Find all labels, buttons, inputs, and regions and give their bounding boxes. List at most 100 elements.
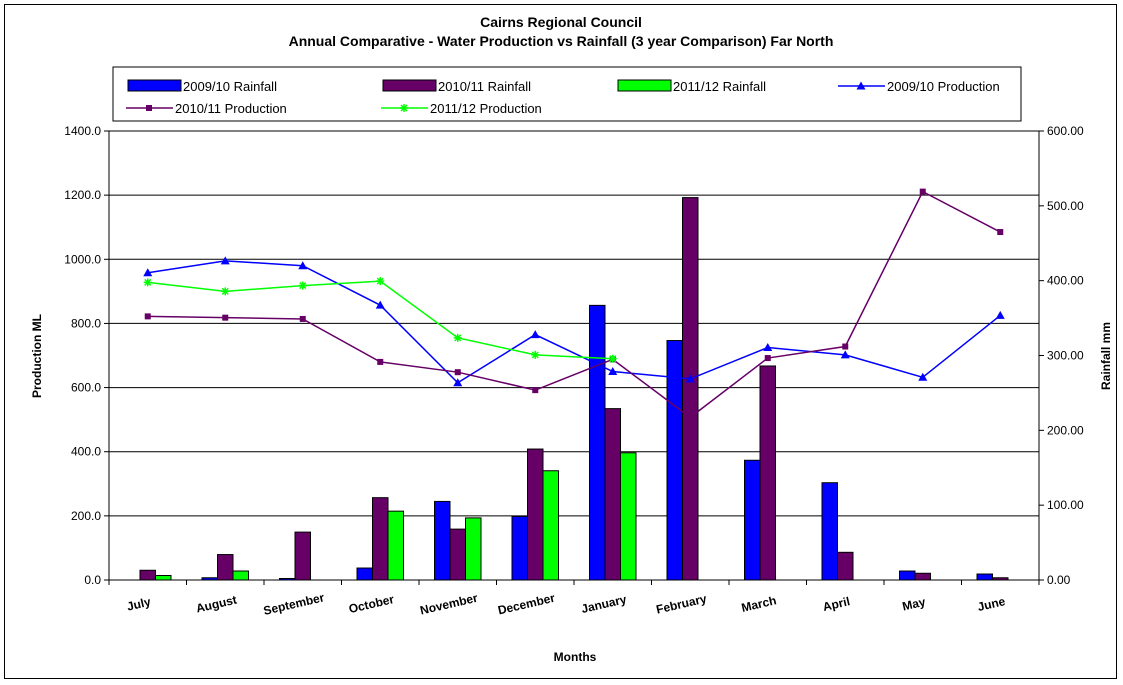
marker-triangle xyxy=(918,372,928,381)
marker-square xyxy=(532,387,539,394)
x-tick-label: December xyxy=(497,591,557,618)
marker-square xyxy=(454,369,461,376)
y-tick-label: 600.0 xyxy=(71,381,101,395)
legend-label: 2010/11 Rainfall xyxy=(438,79,531,94)
legend-label: 2010/11 Production xyxy=(175,101,287,116)
marker-square xyxy=(146,105,152,111)
bar xyxy=(465,517,482,581)
x-tick-label: September xyxy=(262,590,326,618)
y2-tick-label: 500.00 xyxy=(1047,199,1084,213)
marker-triangle xyxy=(453,378,463,387)
marker-triangle xyxy=(685,374,695,383)
marker-square xyxy=(144,313,151,320)
marker-triangle xyxy=(530,330,540,339)
bar xyxy=(604,408,621,581)
x-tick-label: July xyxy=(126,595,153,614)
marker-star xyxy=(400,104,408,112)
y-tick-label: 1400.0 xyxy=(64,124,101,138)
legend-box xyxy=(112,66,1022,122)
marker-square xyxy=(842,343,849,350)
y2-tick-label: 0.00 xyxy=(1047,573,1071,587)
chart-frame: Cairns Regional Council Annual Comparati… xyxy=(4,4,1117,679)
chart-subtitle: Annual Comparative - Water Production vs… xyxy=(289,33,834,49)
marker-triangle xyxy=(763,342,773,351)
marker-star xyxy=(298,281,307,290)
marker-triangle xyxy=(143,268,153,277)
bar xyxy=(589,304,606,581)
marker-star xyxy=(608,354,617,363)
marker-triangle xyxy=(840,350,850,359)
bar xyxy=(744,459,761,581)
x-tick-label: February xyxy=(655,591,709,616)
plot-area xyxy=(108,130,1040,581)
y2-tick-label: 600.00 xyxy=(1047,124,1084,138)
series-line xyxy=(147,190,1001,419)
bar xyxy=(620,452,637,581)
marker-triangle xyxy=(298,261,308,270)
bar xyxy=(279,578,296,581)
bar xyxy=(511,515,528,581)
marker-triangle xyxy=(220,256,230,265)
y-tick-label: 400.0 xyxy=(71,445,101,459)
y2-tick-label: 200.00 xyxy=(1047,423,1084,437)
bar xyxy=(542,470,559,581)
bar xyxy=(899,570,916,581)
marker-triangle xyxy=(856,81,866,90)
y-tick-label: 800.0 xyxy=(71,316,101,330)
bar xyxy=(294,531,311,581)
marker-star xyxy=(221,287,230,296)
y-tick-label: 1200.0 xyxy=(64,188,101,202)
x-axis-title: Months xyxy=(554,650,597,664)
marker-star xyxy=(376,277,385,286)
x-tick-label: November xyxy=(419,591,480,618)
x-tick-label: October xyxy=(347,592,395,616)
x-tick-label: August xyxy=(195,593,238,616)
legend-swatch xyxy=(382,79,437,92)
legend-swatch xyxy=(617,79,672,92)
y-tick-label: 1000.0 xyxy=(64,252,101,266)
y-axis-title: Production ML xyxy=(30,314,44,398)
bar xyxy=(992,577,1009,581)
y2-tick-label: 400.00 xyxy=(1047,274,1084,288)
marker-star xyxy=(453,333,462,342)
series-line xyxy=(147,260,1001,384)
legend-label: 2011/12 Production xyxy=(430,101,542,116)
y2-tick-label: 100.00 xyxy=(1047,498,1084,512)
bar xyxy=(155,575,172,581)
legend-swatch xyxy=(127,79,182,92)
marker-square xyxy=(222,314,229,321)
marker-triangle xyxy=(375,300,385,309)
bar xyxy=(914,572,931,581)
x-tick-label: May xyxy=(901,595,927,614)
bar xyxy=(372,497,389,581)
bar xyxy=(837,551,854,581)
legend: 2009/10 Rainfall 2010/11 Rainfall 2011/12 … xyxy=(112,66,1022,122)
marker-square xyxy=(919,188,926,195)
legend-label: 2011/12 Rainfall xyxy=(673,79,766,94)
bar xyxy=(356,567,373,581)
legend-label: 2009/10 Rainfall xyxy=(183,79,277,94)
marker-triangle xyxy=(608,367,618,376)
bar xyxy=(682,197,699,581)
bar xyxy=(434,500,451,581)
chart: Cairns Regional Council Annual Comparati… xyxy=(30,14,1113,664)
y-tick-label: 200.0 xyxy=(71,509,101,523)
legend-label: 2009/10 Production xyxy=(887,79,1000,94)
bar xyxy=(232,570,249,581)
bar xyxy=(387,510,404,581)
y-tick-label: 0.0 xyxy=(84,573,101,587)
marker-square xyxy=(377,358,384,365)
marker-star xyxy=(143,278,152,287)
bar xyxy=(139,569,156,581)
x-tick-label: April xyxy=(821,594,851,614)
bar xyxy=(449,528,466,581)
y2-tick-label: 300.00 xyxy=(1047,349,1084,363)
bar xyxy=(201,577,218,581)
marker-triangle xyxy=(995,310,1005,319)
chart-title: Cairns Regional Council xyxy=(480,14,642,30)
bar xyxy=(976,573,993,581)
x-tick-label: June xyxy=(976,594,1007,614)
marker-square xyxy=(764,355,771,362)
marker-square xyxy=(997,229,1004,236)
x-tick-label: March xyxy=(740,593,778,615)
